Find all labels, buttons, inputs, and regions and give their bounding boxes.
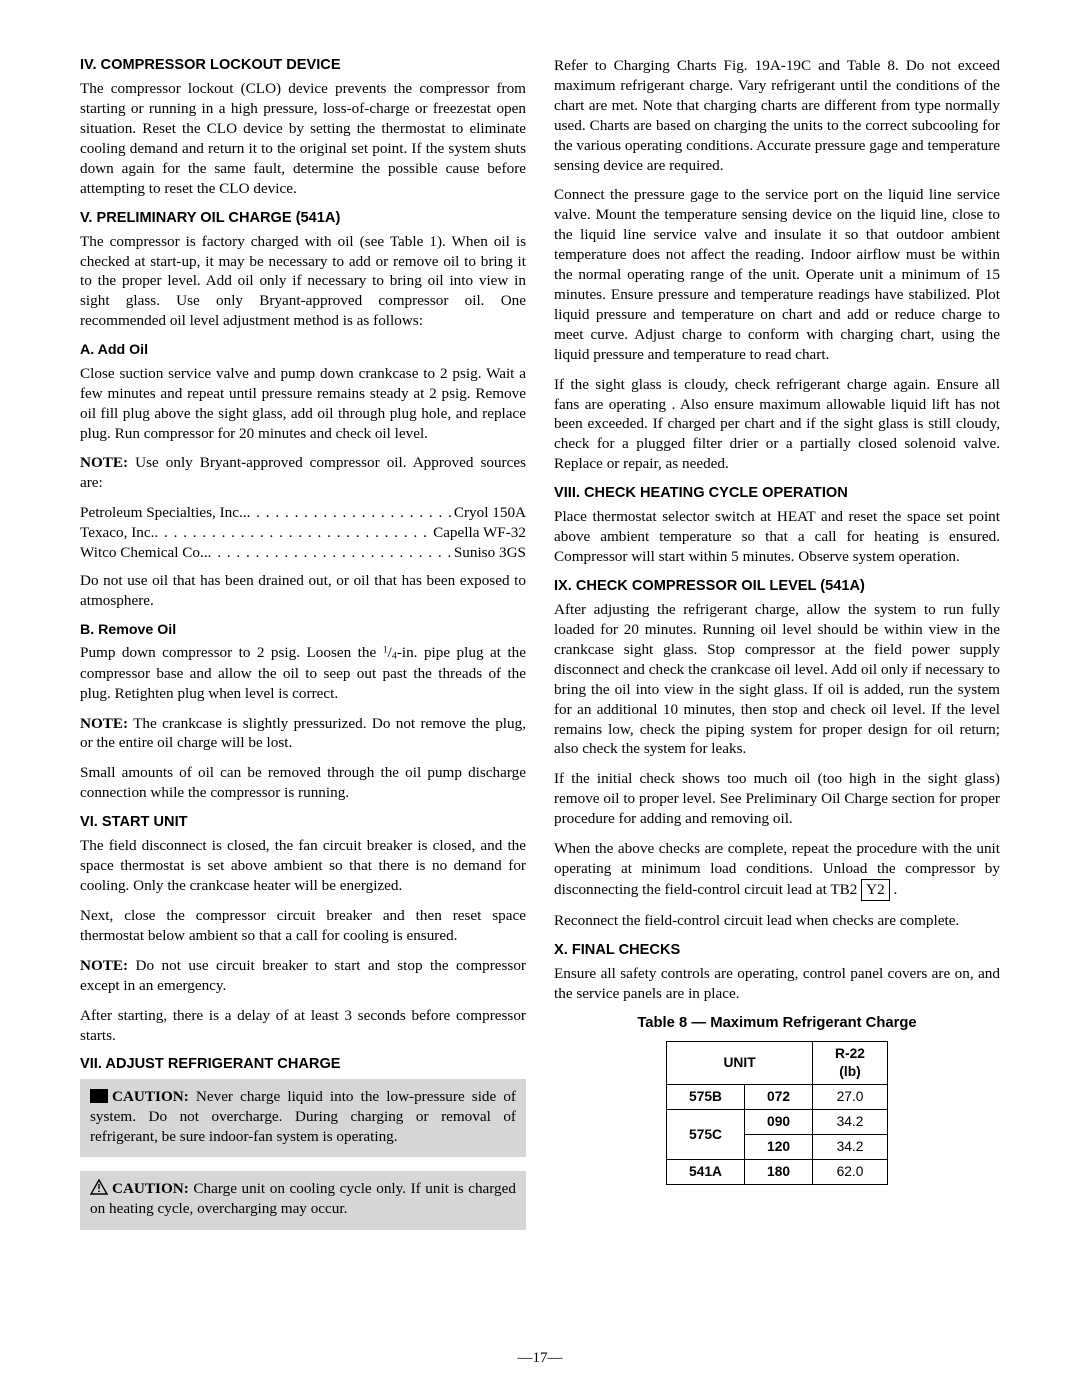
- caution-icon: [90, 1089, 108, 1103]
- page-content: IV. COMPRESSOR LOCKOUT DEVICE The compre…: [0, 0, 1080, 1230]
- heading-vii: VII. ADJUST REFRIGERANT CHARGE: [80, 1055, 526, 1074]
- paragraph: Small amounts of oil can be removed thro…: [80, 763, 526, 803]
- paragraph: Refer to Charging Charts Fig. 19A-19C an…: [554, 56, 1000, 175]
- list-item: Texaco, Inc. . . . . . . . . . . . . . .…: [80, 523, 526, 543]
- paragraph: If the sight glass is cloudy, check refr…: [554, 375, 1000, 475]
- warning-triangle-icon: [90, 1179, 108, 1195]
- heading-vi: VI. START UNIT: [80, 813, 526, 832]
- table-8: Table 8 — Maximum Refrigerant Charge UNI…: [554, 1014, 1000, 1186]
- paragraph: Next, close the compressor circuit break…: [80, 906, 526, 946]
- heading-viii: VIII. CHECK HEATING CYCLE OPERATION: [554, 484, 1000, 503]
- page-number: —17—: [0, 1350, 1080, 1367]
- paragraph: Close suction service valve and pump dow…: [80, 364, 526, 444]
- paragraph: Ensure all safety controls are operating…: [554, 964, 1000, 1004]
- paragraph: When the above checks are complete, repe…: [554, 839, 1000, 901]
- note: NOTE: Do not use circuit breaker to star…: [80, 956, 526, 996]
- oil-sources-list: Petroleum Specialties, Inc.. . . . . . .…: [80, 503, 526, 563]
- subheading-b: B. Remove Oil: [80, 621, 526, 640]
- note: NOTE: Use only Bryant-approved compresso…: [80, 453, 526, 493]
- paragraph: Reconnect the field-control circuit lead…: [554, 911, 1000, 931]
- table-row: 541A 180 62.0: [667, 1160, 888, 1185]
- table-title: Table 8 — Maximum Refrigerant Charge: [554, 1014, 1000, 1033]
- paragraph: Pump down compressor to 2 psig. Loosen t…: [80, 643, 526, 703]
- heading-x: X. FINAL CHECKS: [554, 941, 1000, 960]
- table-header-unit: UNIT: [667, 1041, 813, 1084]
- paragraph: If the initial check shows too much oil …: [554, 769, 1000, 829]
- list-item: Petroleum Specialties, Inc.. . . . . . .…: [80, 503, 526, 523]
- refrigerant-charge-table: UNIT R-22(lb) 575B 072 27.0 575C 090 34.…: [666, 1041, 888, 1185]
- paragraph: The compressor lockout (CLO) device prev…: [80, 79, 526, 198]
- caution-box: CAUTION: Charge unit on cooling cycle on…: [80, 1171, 526, 1229]
- table-header-r22: R-22(lb): [813, 1041, 888, 1084]
- table-row: 575C 090 34.2: [667, 1110, 888, 1135]
- paragraph: Connect the pressure gage to the service…: [554, 185, 1000, 364]
- terminal-y2-box: Y2: [861, 879, 890, 901]
- heading-ix: IX. CHECK COMPRESSOR OIL LEVEL (541A): [554, 577, 1000, 596]
- caution-box: CAUTION: Never charge liquid into the lo…: [80, 1079, 526, 1158]
- heading-iv: IV. COMPRESSOR LOCKOUT DEVICE: [80, 56, 526, 75]
- subheading-a: A. Add Oil: [80, 341, 526, 360]
- paragraph: The field disconnect is closed, the fan …: [80, 836, 526, 896]
- heading-v: V. PRELIMINARY OIL CHARGE (541A): [80, 209, 526, 228]
- paragraph: After starting, there is a delay of at l…: [80, 1006, 526, 1046]
- table-row: 575B 072 27.0: [667, 1085, 888, 1110]
- paragraph: Place thermostat selector switch at HEAT…: [554, 507, 1000, 567]
- paragraph: The compressor is factory charged with o…: [80, 232, 526, 332]
- note: NOTE: The crankcase is slightly pressuri…: [80, 714, 526, 754]
- paragraph: Do not use oil that has been drained out…: [80, 571, 526, 611]
- list-item: Witco Chemical Co.. . . . . . . . . . . …: [80, 543, 526, 563]
- paragraph: After adjusting the refrigerant charge, …: [554, 600, 1000, 759]
